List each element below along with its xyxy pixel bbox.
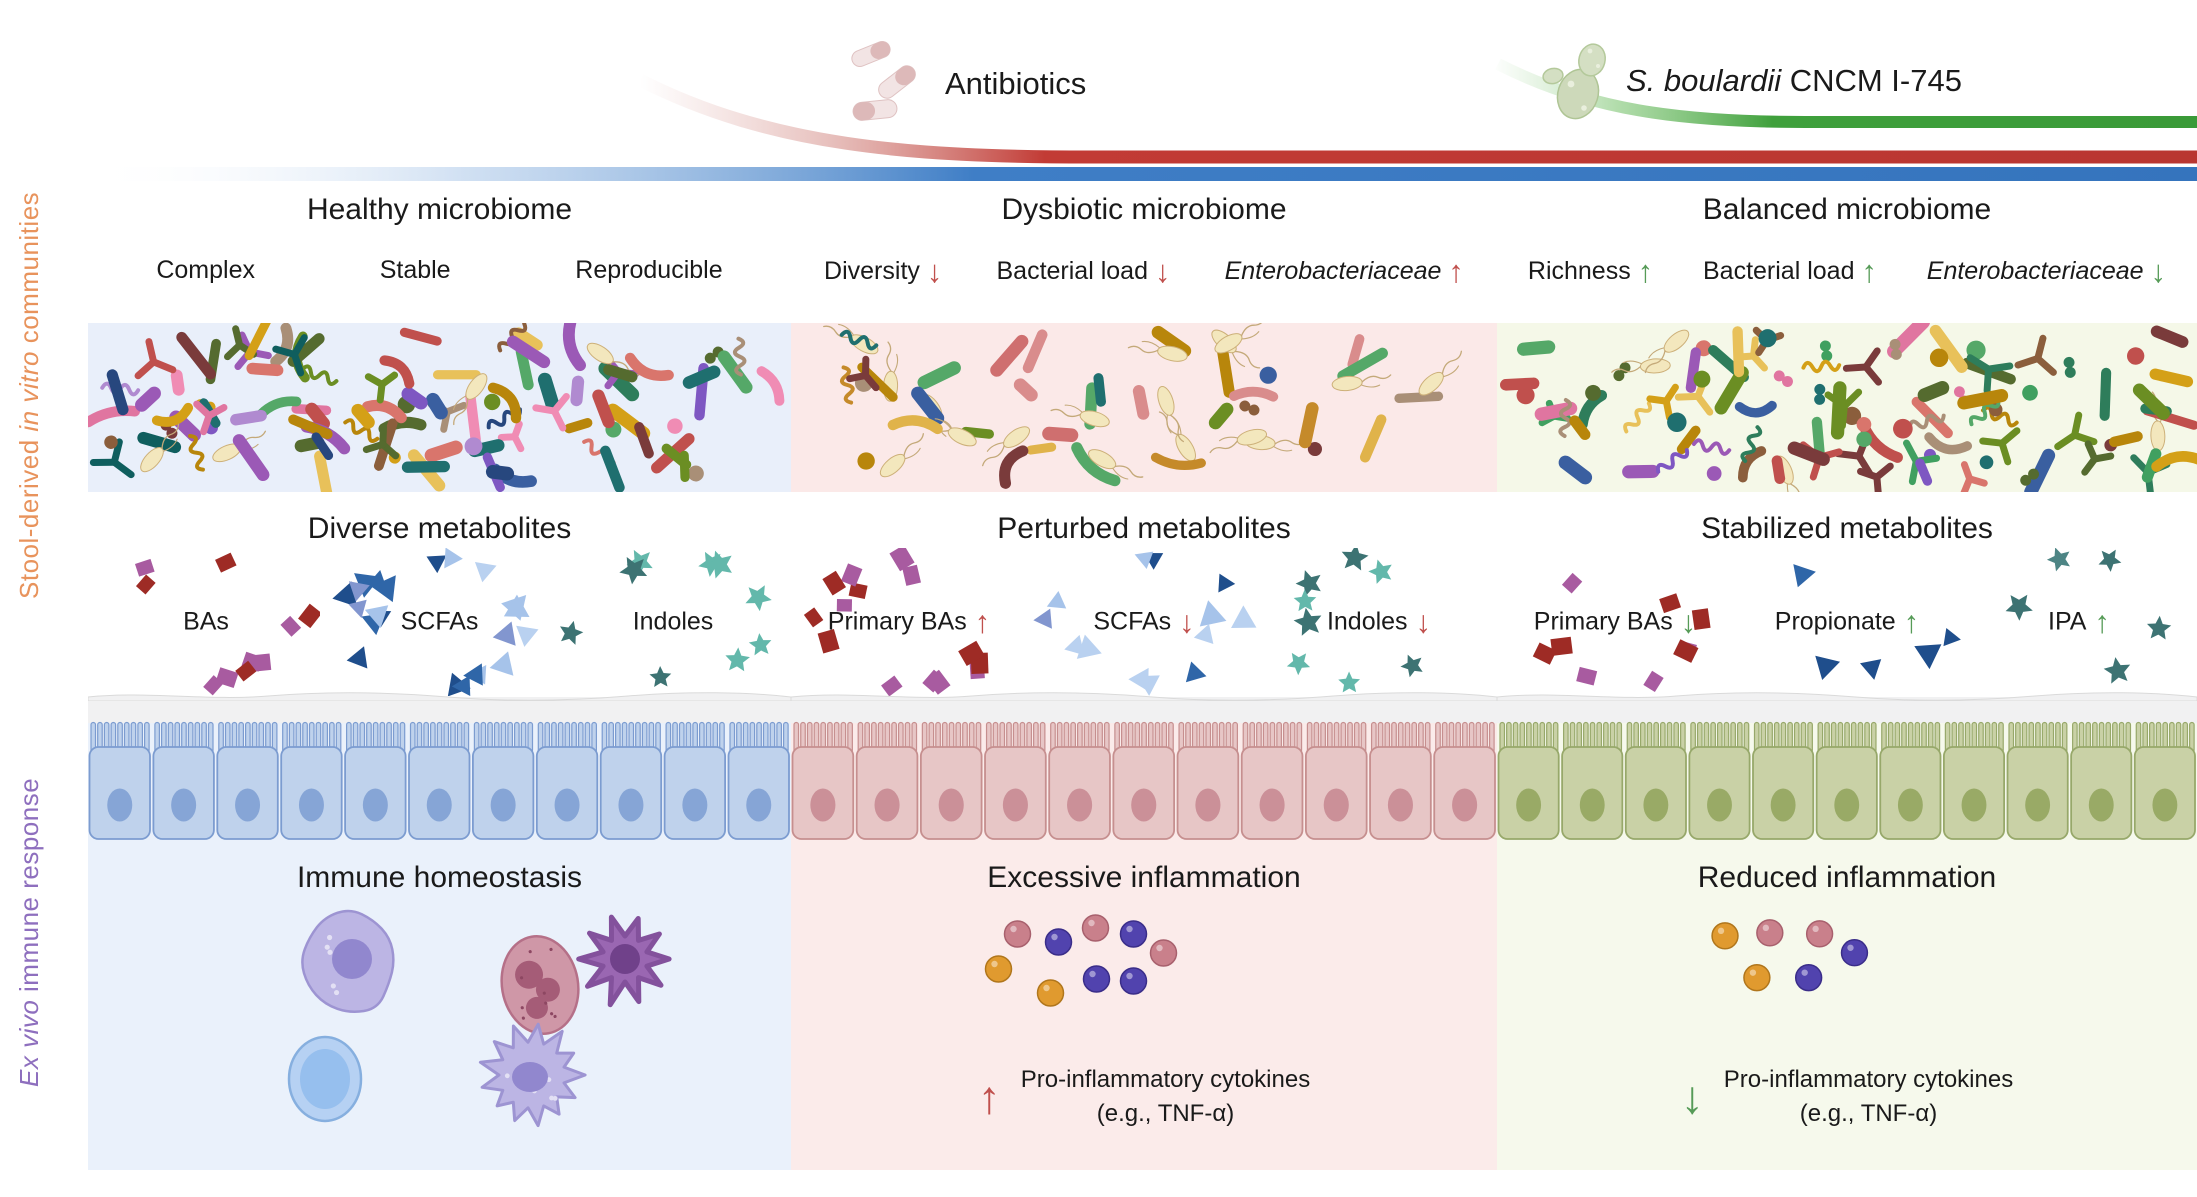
treatment-swoosh-bars [88,58,2197,181]
trait-reproducible: Reproducible [575,256,723,284]
cytokine-caption: ↑ Pro-inflammatory cytokines (e.g., TNF-… [791,1063,1497,1130]
metabolite-group-ipa: IPA ↑ [1965,548,2193,696]
cytokine-trend-arrow: ↑ [977,1070,1001,1123]
cytokine-text: Pro-inflammatory cytokines (e.g., TNF-α) [1020,1066,1311,1127]
column-balanced: Balanced microbiome Richness ↑ Bacterial … [1497,0,2197,1197]
columns: Healthy microbiome Complex Stable Reprod… [88,0,2197,1197]
cytokine-text: Pro-inflammatory cytokines (e.g., TNF-α) [1723,1066,2014,1127]
trait-richness: Richness ↑ [1527,254,1654,289]
cytokine-dots [791,893,1497,1163]
bacteria-illustration [88,323,785,492]
bile-acids-shapes [134,552,320,696]
trait-bacterial-load: Bacterial load ↓ [996,254,1171,289]
epithelium-dysbiotic [791,721,1497,841]
immune-section-dysbiotic: Excessive inflammation ↑ Pro-inflammator… [791,692,1497,1170]
trait-enterobacteriaceae: Enterobacteriaceae ↓ [1926,254,2167,289]
column-healthy: Healthy microbiome Complex Stable Reprod… [88,0,791,1197]
trait-row: Richness ↑ Bacterial load ↑ Enterobacteria… [1497,256,2197,287]
immune-title: Reduced inflammation [1697,861,1997,894]
probiotic-label: S. boulardii CNCM I-745 [1626,63,1962,98]
mucus-layer [791,692,1497,723]
metabolite-group-propionate: Propionate ↑ [1733,548,1961,696]
metabolite-group-scfas: SCFAs [326,548,554,696]
mucus-layer [1497,692,2197,723]
ipa-shapes [2005,548,2172,684]
bile-acids-shapes [803,548,989,696]
column-title: Dysbiotic microbiome [1001,193,1287,226]
section-label-communities: Stool-derived in vitro communities [14,191,44,599]
metabolites-dysbiotic: Perturbed metabolites Primary BAs ↑ SCFAs… [791,492,1497,697]
epithelium-balanced [1497,721,2197,841]
immune-section-healthy: Immune homeostasis [88,692,791,1170]
metabolite-group-primary-bas: Primary BAs ↑ [795,548,1023,696]
cytokine-trend-arrow: ↓ [1680,1070,1704,1123]
trait-complex: Complex [156,256,255,284]
yeast-cells-icon [1542,43,1606,120]
indole-shapes [1286,548,1423,693]
metabolite-group-scfas: SCFAs ↓ [1030,548,1258,696]
trait-row: Diversity ↓ Bacterial load ↓ Enterobacteri… [791,256,1497,287]
probiotic-label-group: S. boulardii CNCM I-745 [1538,36,1962,126]
section-label-immune: Ex vivo immune response [14,777,44,1088]
immune-title: Excessive inflammation [987,861,1301,894]
metabolites-title: Stabilized metabolites [1701,512,1993,545]
microbiome-panel-dysbiotic [791,323,1497,492]
cytokine-caption: ↓ Pro-inflammatory cytokines (e.g., TNF-… [1497,1063,2197,1130]
antibiotics-label-group: Antibiotics [845,38,1086,130]
metabolites-balanced: Stabilized metabolites Primary BAs ↓ Prop… [1497,492,2197,697]
immune-title: Immune homeostasis [296,861,583,894]
bile-acids-shapes [1532,572,1711,693]
bacteria-illustration [823,323,1463,489]
scfa-shapes [1033,551,1257,696]
column-dysbiotic: Dysbiotic microbiome Diversity ↓ Bacteria… [791,0,1497,1197]
antibiotics-label: Antibiotics [945,66,1087,101]
metabolites-title: Diverse metabolites [307,512,572,545]
trait-stable: Stable [379,256,451,284]
indole-shapes [560,549,772,688]
metabolites-title: Perturbed metabolites [997,512,1291,545]
metabolite-group-indoles: Indoles [559,548,787,696]
trait-enterobacteriaceae: Enterobacteriaceae ↑ [1224,254,1464,289]
metabolite-group-primary-bas: Primary BAs ↓ [1501,548,1729,696]
immune-cells-illustration [88,893,791,1163]
cytokine-dots [1497,893,2197,1163]
column-title: Healthy microbiome [306,193,573,226]
trait-row: Complex Stable Reproducible [88,256,791,285]
antibiotics-track-bar [637,74,2197,164]
microbiome-panel-healthy [88,323,791,492]
microbiome-panel-balanced [1497,323,2197,492]
mucus-layer [88,692,791,723]
metabolite-group-bas: BAs [92,548,320,696]
scfa-shapes [331,548,538,696]
metabolite-group-indoles: Indoles ↓ [1265,548,1493,696]
probiotic-track-bar [1495,58,2197,128]
metabolites-healthy: Diverse metabolites BAs SCFAs Indoles [88,492,791,697]
immune-section-balanced: Reduced inflammation ↓ Pro-inflammatory … [1497,692,2197,1170]
epithelium-healthy [88,721,791,841]
column-title: Balanced microbiome [1702,193,1992,226]
trait-diversity: Diversity ↓ [824,254,943,289]
bacteria-illustration [1500,323,2197,492]
trait-bacterial-load: Bacterial load ↑ [1703,254,1877,289]
propionate-shapes [1793,564,1961,680]
antibiotics-pills-icon [851,41,916,121]
